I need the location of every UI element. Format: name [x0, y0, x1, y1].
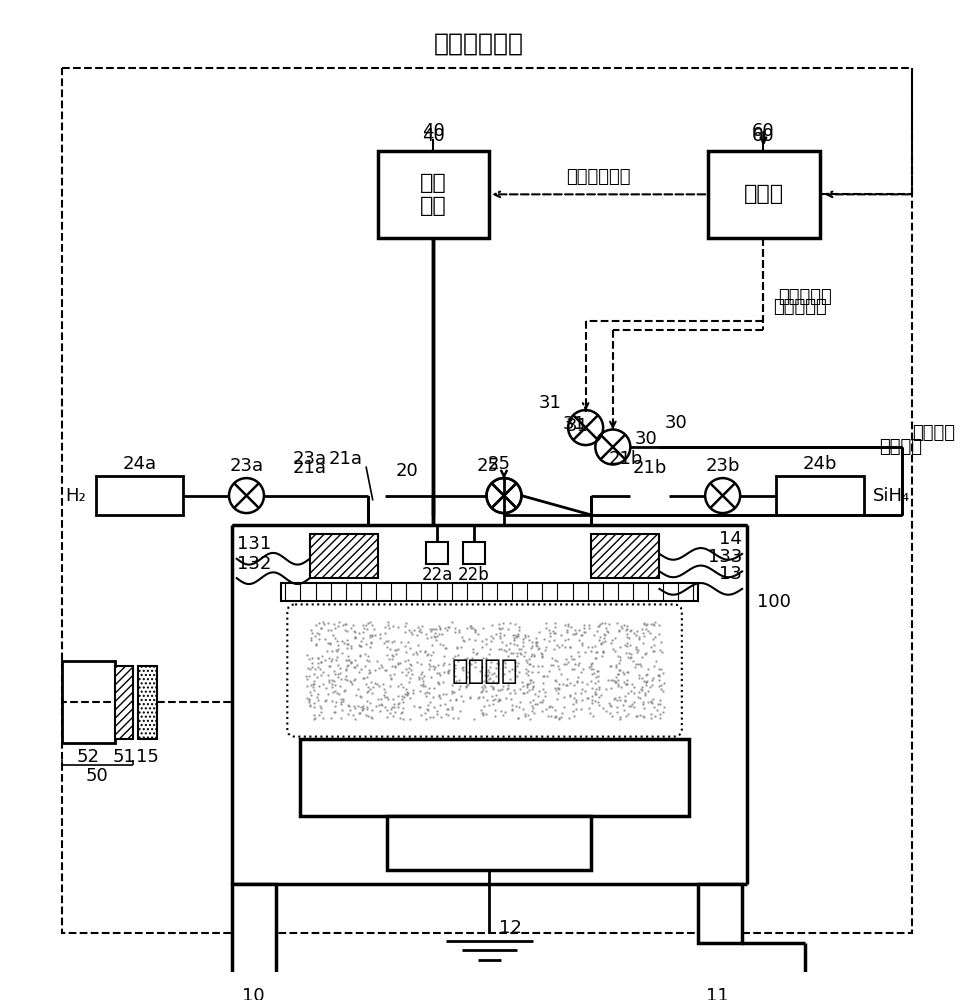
Bar	[708, 151, 820, 238]
Bar	[310, 534, 378, 578]
Bar	[138, 666, 157, 739]
Text: 40: 40	[422, 127, 445, 145]
Bar	[300, 739, 689, 816]
Text: 31: 31	[566, 417, 588, 435]
Text: 22b: 22b	[458, 566, 489, 584]
Text: 60: 60	[752, 127, 775, 145]
Bar	[699, 884, 742, 943]
Text: 高频
电源: 高频 电源	[420, 173, 447, 216]
Bar	[62, 68, 912, 933]
Text: 等离子体: 等离子体	[452, 657, 517, 685]
Text: 52: 52	[77, 748, 100, 766]
Text: 15: 15	[136, 748, 159, 766]
Bar	[232, 884, 275, 981]
Text: 51: 51	[112, 748, 136, 766]
Text: 31: 31	[539, 394, 561, 412]
Text: 20: 20	[395, 462, 419, 480]
Text: 24b: 24b	[802, 455, 837, 473]
Text: 132: 132	[236, 555, 271, 573]
Text: 24a: 24a	[122, 455, 157, 473]
Text: H₂: H₂	[65, 487, 86, 505]
Bar	[96, 476, 183, 515]
Text: 40: 40	[422, 122, 445, 140]
Text: 30: 30	[635, 430, 657, 448]
Text: 压缩空气: 压缩空气	[879, 438, 922, 456]
Text: 11: 11	[706, 987, 729, 1000]
Bar	[776, 476, 863, 515]
Text: 25: 25	[487, 455, 511, 473]
Text: 21a: 21a	[293, 459, 327, 477]
Text: 60: 60	[752, 122, 775, 140]
Text: 12: 12	[499, 919, 522, 937]
Bar	[463, 542, 484, 564]
Bar	[388, 816, 591, 870]
Text: 30: 30	[665, 414, 687, 432]
Text: SiH₄: SiH₄	[873, 487, 911, 505]
Bar	[62, 661, 115, 743]
Text: 100: 100	[757, 593, 791, 611]
Text: 50: 50	[85, 767, 109, 785]
Text: 压缩空气: 压缩空气	[912, 424, 955, 442]
Text: 133: 133	[707, 548, 742, 566]
Text: 131: 131	[236, 535, 271, 553]
Bar	[115, 666, 133, 739]
Bar	[426, 542, 448, 564]
Bar	[591, 534, 660, 578]
Text: 10: 10	[242, 987, 265, 1000]
Text: 25: 25	[476, 457, 499, 475]
Text: 阀开闭信号: 阀开闭信号	[773, 298, 827, 316]
Text: 23a: 23a	[230, 457, 264, 475]
Text: 电力调制信号: 电力调制信号	[566, 168, 631, 186]
Text: 23b: 23b	[705, 457, 740, 475]
Text: 发光强度信号: 发光强度信号	[434, 32, 523, 56]
Bar	[280, 583, 699, 601]
Text: 14: 14	[719, 530, 742, 548]
Text: 22a: 22a	[422, 566, 453, 584]
Bar	[378, 151, 489, 238]
Text: 31: 31	[563, 415, 585, 433]
Text: 21b: 21b	[633, 459, 667, 477]
Text: 控制部: 控制部	[743, 184, 784, 204]
Text: 21b: 21b	[609, 450, 642, 468]
Text: 13: 13	[719, 565, 742, 583]
Text: 阀开闭信号: 阀开闭信号	[778, 288, 831, 306]
Text: 23a: 23a	[293, 450, 327, 468]
Text: 21a: 21a	[329, 450, 363, 468]
